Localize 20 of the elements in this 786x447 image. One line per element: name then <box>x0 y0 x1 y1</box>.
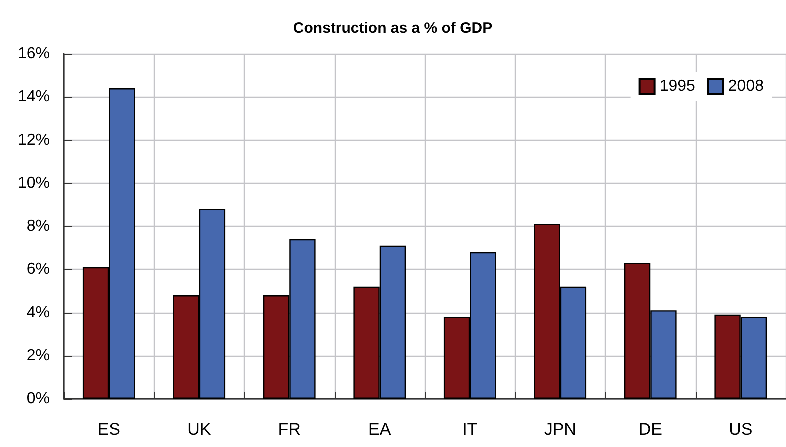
x-tick-label: ES <box>98 420 120 439</box>
x-tick-label: UK <box>188 420 212 439</box>
y-tick-label: 2% <box>26 347 50 364</box>
x-tick-label: JPN <box>544 420 576 439</box>
y-tick-label: 0% <box>26 390 50 408</box>
chart-title: Construction as a % of GDP <box>293 20 493 37</box>
y-tick-label: 14% <box>18 88 50 106</box>
y-tick-label: 8% <box>26 218 50 235</box>
x-tick-label: US <box>729 420 753 439</box>
x-tick-label: DE <box>638 420 662 439</box>
y-tick-label: 10% <box>18 174 50 192</box>
y-tick-label: 12% <box>18 132 50 149</box>
y-tick-label: 16% <box>18 46 50 62</box>
legend-label: 2008 <box>728 78 764 95</box>
legend-label: 1995 <box>660 78 696 95</box>
y-tick-label: 6% <box>26 261 50 278</box>
y-tick-label: 4% <box>26 304 50 322</box>
x-tick-label: EA <box>368 420 392 439</box>
x-tick-label: IT <box>462 420 478 439</box>
x-tick-label: FR <box>278 420 301 439</box>
